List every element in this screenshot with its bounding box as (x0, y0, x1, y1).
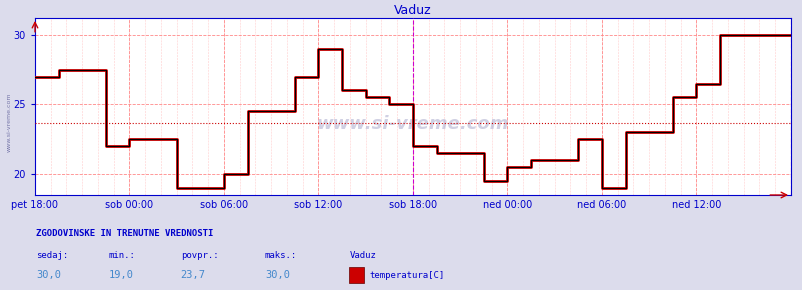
Text: ZGODOVINSKE IN TRENUTNE VREDNOSTI: ZGODOVINSKE IN TRENUTNE VREDNOSTI (36, 229, 213, 238)
Text: 23,7: 23,7 (180, 270, 205, 280)
Text: povpr.:: povpr.: (180, 251, 218, 260)
Text: temperatura[C]: temperatura[C] (369, 271, 444, 280)
Text: maks.:: maks.: (265, 251, 297, 260)
Text: 30,0: 30,0 (265, 270, 290, 280)
Text: 19,0: 19,0 (108, 270, 133, 280)
Text: sedaj:: sedaj: (36, 251, 68, 260)
Text: www.si-vreme.com: www.si-vreme.com (7, 92, 12, 152)
Text: 30,0: 30,0 (36, 270, 61, 280)
Text: min.:: min.: (108, 251, 135, 260)
Text: www.si-vreme.com: www.si-vreme.com (316, 115, 508, 133)
Text: Vaduz: Vaduz (349, 251, 375, 260)
Title: Vaduz: Vaduz (394, 4, 431, 17)
